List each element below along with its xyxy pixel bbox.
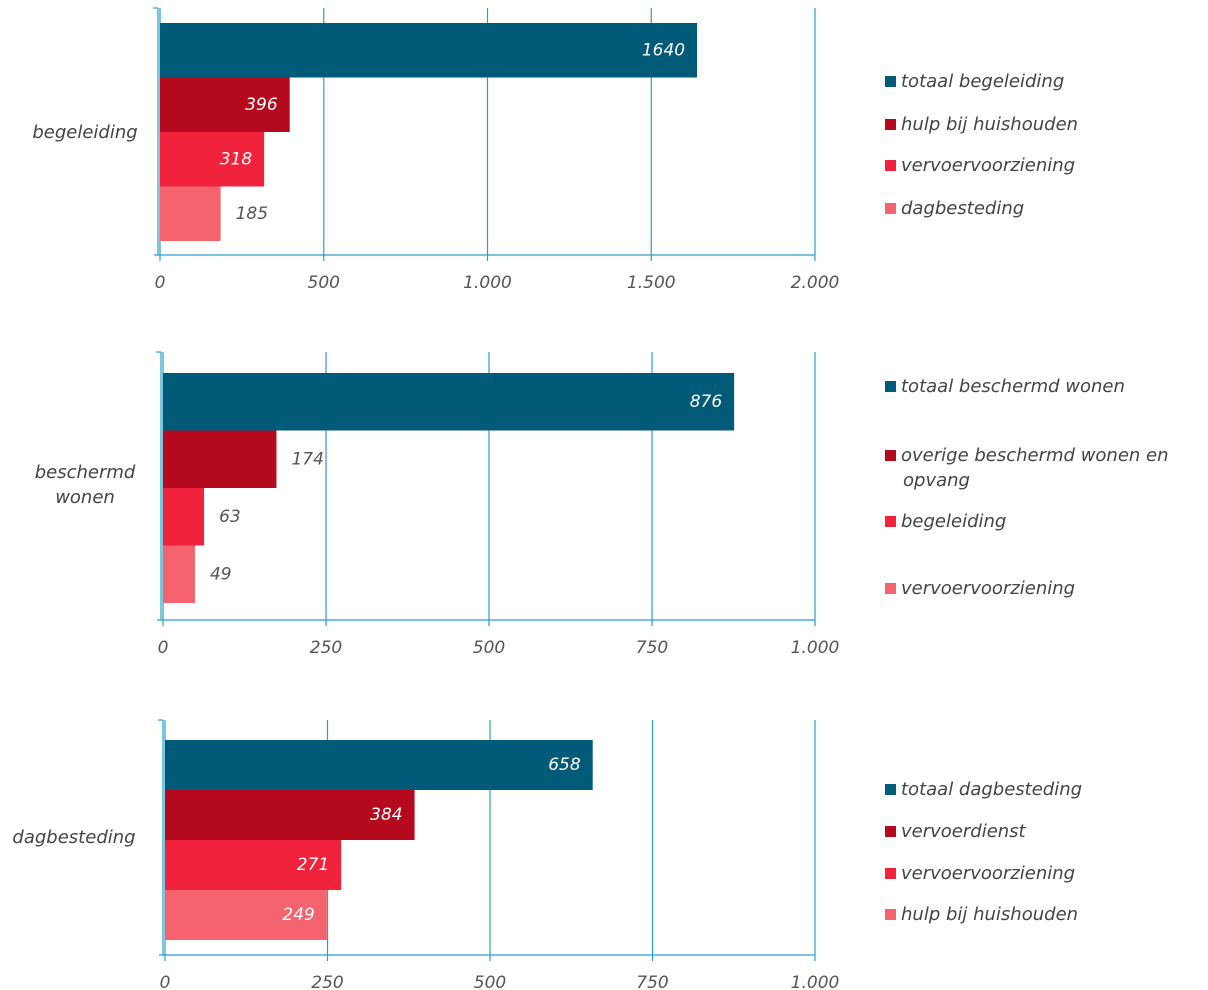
legend-label: vervoervoorziening (901, 155, 1076, 176)
x-tick-label: 500 (308, 273, 340, 293)
x-tick-label: 750 (636, 638, 668, 658)
legend-label: overige beschermd wonen en opvang (901, 445, 1169, 491)
legend-item: begeleiding (885, 509, 1193, 534)
bar (163, 430, 277, 488)
value-label: 318 (220, 149, 253, 169)
value-label: 185 (236, 204, 268, 224)
value-label: 249 (282, 905, 314, 925)
legend-swatch (885, 868, 896, 879)
legend-item: hulp bij huishouden (885, 112, 1193, 137)
legend-item: overige beschermd wonen en opvang (885, 443, 1193, 493)
x-tick-label: 0 (160, 973, 171, 990)
bar (165, 890, 327, 940)
legend-label: vervoervoorziening (901, 578, 1076, 599)
value-label: 63 (219, 507, 241, 527)
value-label: 1640 (642, 40, 685, 60)
legend-label: hulp bij huishouden (901, 904, 1079, 925)
x-tick-label: 1.000 (463, 273, 512, 293)
x-tick-label: 500 (474, 973, 506, 990)
legend-label: vervoervoorziening (901, 863, 1076, 884)
legend-label: begeleiding (901, 511, 1007, 532)
bar (160, 186, 221, 241)
legend-label: vervoerdienst (901, 821, 1026, 842)
legend-swatch (885, 76, 896, 87)
value-label: 49 (210, 564, 232, 584)
legend-item: vervoervoorziening (885, 153, 1193, 178)
value-label: 174 (291, 449, 323, 469)
x-tick-label: 1.000 (791, 973, 840, 990)
bar (163, 488, 205, 546)
legend-label: totaal begeleiding (901, 71, 1065, 92)
bar (165, 740, 593, 790)
x-tick-label: 250 (310, 638, 342, 658)
legend-swatch (885, 909, 896, 920)
x-tick-label: 1.000 (791, 638, 840, 658)
legend-item: vervoerdienst (885, 819, 1193, 844)
legend-swatch (885, 119, 896, 130)
value-label: 876 (690, 392, 723, 412)
legend-label: dagbesteding (901, 198, 1025, 219)
x-tick-label: 0 (158, 638, 169, 658)
legend-swatch (885, 516, 896, 527)
legend-label: totaal beschermd wonen (901, 376, 1125, 397)
legend-swatch (885, 784, 896, 795)
legend-item: vervoervoorziening (885, 576, 1193, 601)
x-tick-label: 500 (473, 638, 505, 658)
x-tick-label: 250 (311, 973, 343, 990)
legend-swatch (885, 203, 896, 214)
bar (160, 132, 265, 187)
legend-swatch (885, 826, 896, 837)
x-tick-label: 750 (636, 973, 668, 990)
value-label: 658 (548, 755, 581, 775)
bar (160, 77, 290, 132)
legend-item: dagbesteding (885, 196, 1193, 221)
legend-swatch (885, 450, 896, 461)
x-tick-label: 1.500 (627, 273, 676, 293)
bar (163, 545, 195, 603)
bar (165, 840, 342, 890)
category-label: beschermd wonen (34, 462, 136, 508)
category-label: dagbesteding (12, 827, 136, 848)
legend-item: totaal begeleiding (885, 69, 1193, 94)
legend-swatch (885, 160, 896, 171)
bar (160, 23, 698, 78)
category-label: begeleiding (32, 122, 138, 143)
legend-item: totaal beschermd wonen (885, 374, 1193, 399)
value-label: 396 (245, 95, 278, 115)
legend-label: totaal dagbesteding (901, 779, 1083, 800)
value-label: 271 (297, 855, 329, 875)
legend-item: vervoervoorziening (885, 861, 1193, 886)
legend-item: hulp bij huishouden (885, 902, 1193, 927)
legend-swatch (885, 583, 896, 594)
value-label: 384 (370, 805, 402, 825)
legend-item: totaal dagbesteding (885, 777, 1193, 802)
bar (165, 790, 415, 840)
x-tick-label: 0 (155, 273, 166, 293)
x-tick-label: 2.000 (791, 273, 840, 293)
legend-swatch (885, 381, 896, 392)
legend-label: hulp bij huishouden (901, 114, 1079, 135)
bar (163, 373, 735, 431)
